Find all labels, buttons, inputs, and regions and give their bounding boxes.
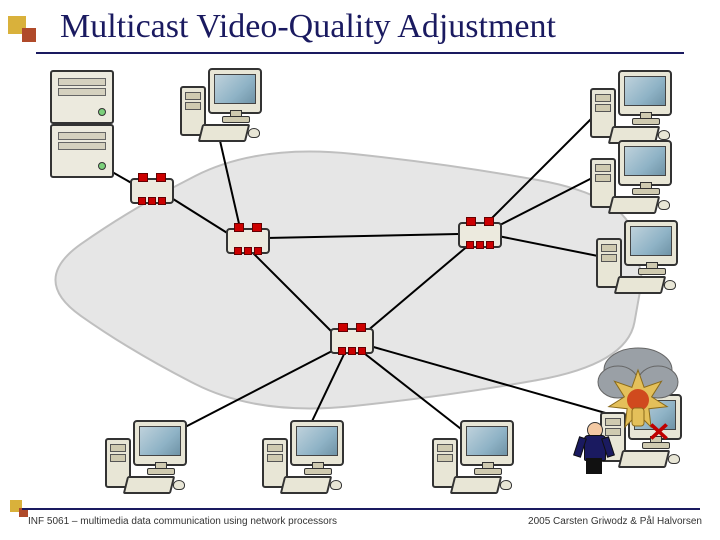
- footer-left-text: INF 5061 – multimedia data communication…: [28, 516, 337, 527]
- slide-root: Multicast Video-Quality Adjustment: [0, 0, 720, 540]
- router-b: [458, 222, 502, 248]
- client-top-right-1: [590, 70, 674, 144]
- network-diagram: ✕: [0, 60, 720, 500]
- cross-icon: ✕: [647, 418, 671, 448]
- page-title: Multicast Video-Quality Adjustment: [60, 8, 556, 46]
- router-ingress: [130, 178, 174, 204]
- client-bottom-left: [105, 420, 189, 494]
- client-top-right-2: [590, 140, 674, 214]
- footer-right-text: 2005 Carsten Griwodz & Pål Halvorsen: [528, 516, 702, 527]
- title-accent: [8, 16, 38, 46]
- router-a: [226, 228, 270, 254]
- client-bottom-center-2: [432, 420, 516, 494]
- client-top-left: [180, 68, 264, 142]
- title-underline: [36, 52, 684, 54]
- client-mid-right: [596, 220, 680, 294]
- person-icon: [580, 422, 608, 476]
- video-server: [50, 70, 124, 178]
- explosion-icon: [588, 336, 688, 436]
- router-c: [330, 328, 374, 354]
- footer-rule: [22, 508, 700, 510]
- accent-square-b: [22, 28, 36, 42]
- client-bottom-center-1: [262, 420, 346, 494]
